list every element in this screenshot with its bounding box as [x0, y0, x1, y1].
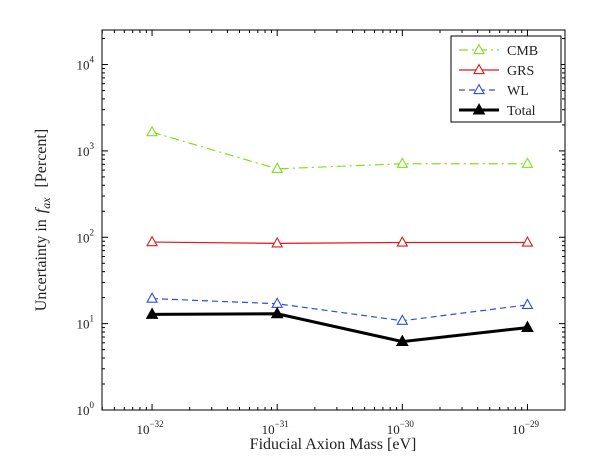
x-tick-label: 10−31: [262, 419, 289, 437]
series-line: [152, 297, 528, 322]
legend-entry-cmb: CMB: [459, 43, 538, 59]
data-point: [271, 162, 284, 173]
data-point: [521, 157, 534, 168]
y-axis-label-prefix: Uncertainty in: [33, 219, 50, 311]
legend-label: Total: [507, 104, 536, 119]
data-point: [521, 235, 534, 247]
x-tick-base: 10: [137, 422, 150, 437]
y-axis-label-subscript: ax: [39, 197, 53, 209]
legend-marker: [473, 83, 485, 95]
legend: CMB GRS WL Total: [450, 35, 562, 123]
data-series: [145, 125, 534, 347]
x-tick-exponent: −32: [150, 419, 164, 429]
series-grs: [146, 235, 534, 248]
data-point: [521, 298, 534, 310]
legend-label: WL: [507, 84, 529, 99]
legend-entry-wl: WL: [459, 83, 529, 99]
x-tick-exponent: −31: [275, 419, 289, 429]
data-point: [146, 292, 158, 303]
y-tick-exponent: 1: [90, 314, 95, 324]
legend-entry-grs: GRS: [459, 63, 534, 79]
x-tick-label: 10−29: [512, 419, 540, 437]
x-axis-label: Fiducial Axion Mass [eV]: [250, 436, 417, 453]
legend-label: CMB: [507, 44, 538, 59]
series-line: [151, 131, 528, 170]
x-tick-label: 10−30: [387, 419, 415, 437]
x-tick-label: 10−32: [137, 419, 164, 437]
y-tick-label: 100: [77, 400, 95, 418]
data-point: [395, 334, 409, 347]
y-tick-exponent: 0: [90, 400, 95, 410]
y-tick-base: 10: [77, 317, 90, 332]
x-tick-base: 10: [387, 422, 400, 437]
data-point: [146, 125, 158, 137]
y-tick-base: 10: [77, 403, 90, 418]
data-point: [146, 235, 158, 247]
series-total: [145, 306, 534, 347]
series-wl: [146, 292, 534, 325]
legend-marker: [472, 103, 486, 115]
legend-box: [450, 35, 562, 123]
y-tick-exponent: 4: [90, 55, 95, 65]
series-cmb: [146, 125, 534, 173]
y-tick-label: 104: [77, 55, 95, 73]
y-axis-label-symbol: f: [33, 206, 50, 213]
y-tick-base: 10: [77, 58, 90, 73]
y-tick-label: 101: [77, 314, 95, 332]
legend-marker: [473, 43, 485, 55]
legend-label: GRS: [507, 64, 534, 79]
series-line: [152, 312, 528, 344]
y-tick-label: 103: [77, 141, 95, 159]
data-point: [271, 236, 284, 248]
series-line: [152, 241, 528, 244]
y-tick-label: 102: [77, 227, 95, 245]
data-point: [396, 235, 409, 247]
data-point: [396, 314, 409, 325]
y-tick-base: 10: [77, 230, 90, 245]
data-point: [521, 320, 534, 333]
x-tick-exponent: −30: [400, 419, 415, 429]
data-point: [396, 157, 409, 168]
y-axis-label-suffix: [Percent]: [33, 129, 50, 188]
y-axis-label: Uncertainty in fax [Percent]: [33, 129, 53, 311]
legend-marker: [473, 63, 485, 75]
x-tick-base: 10: [512, 422, 525, 437]
data-point: [270, 306, 284, 319]
data-point: [145, 307, 159, 319]
y-tick-exponent: 2: [90, 227, 95, 237]
x-tick-base: 10: [262, 422, 275, 437]
legend-entry-total: Total: [459, 103, 536, 119]
y-tick-base: 10: [77, 144, 90, 159]
y-tick-exponent: 3: [90, 141, 95, 151]
x-tick-exponent: −29: [525, 419, 540, 429]
